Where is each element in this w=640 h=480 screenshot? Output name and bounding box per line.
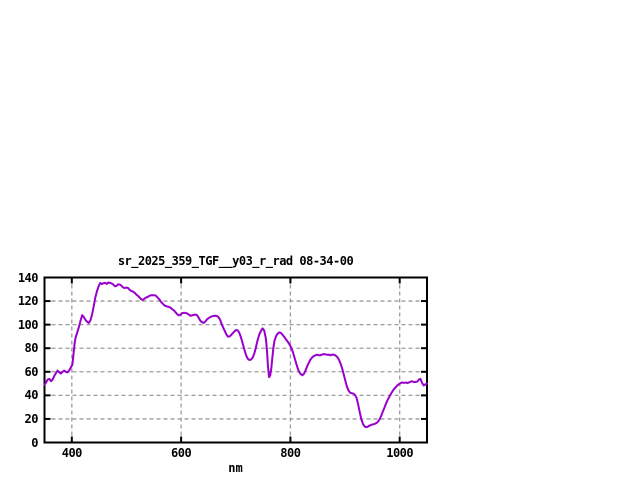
y-tick-label: 80 (24, 341, 39, 356)
x-axis-label: nm (228, 461, 243, 475)
x-tick-label: 600 (171, 446, 192, 460)
x-tick-label: 400 (61, 446, 83, 460)
x-tick-label: 800 (280, 446, 301, 460)
chart-title: sr_2025_359_TGF__y03_r_rad 08-34-00 (117, 254, 354, 268)
y-tick-label: 100 (17, 317, 39, 332)
x-tick-label: 1000 (386, 446, 414, 460)
y-tick-label: 0 (31, 435, 38, 450)
y-tick-label: 140 (17, 270, 39, 285)
y-tick-label: 60 (24, 364, 39, 379)
y-tick-label: 120 (17, 294, 39, 309)
y-tick-label: 20 (24, 411, 39, 426)
y-tick-label: 40 (24, 388, 39, 403)
data-line (43, 281, 428, 429)
plot-frame (43, 276, 428, 444)
